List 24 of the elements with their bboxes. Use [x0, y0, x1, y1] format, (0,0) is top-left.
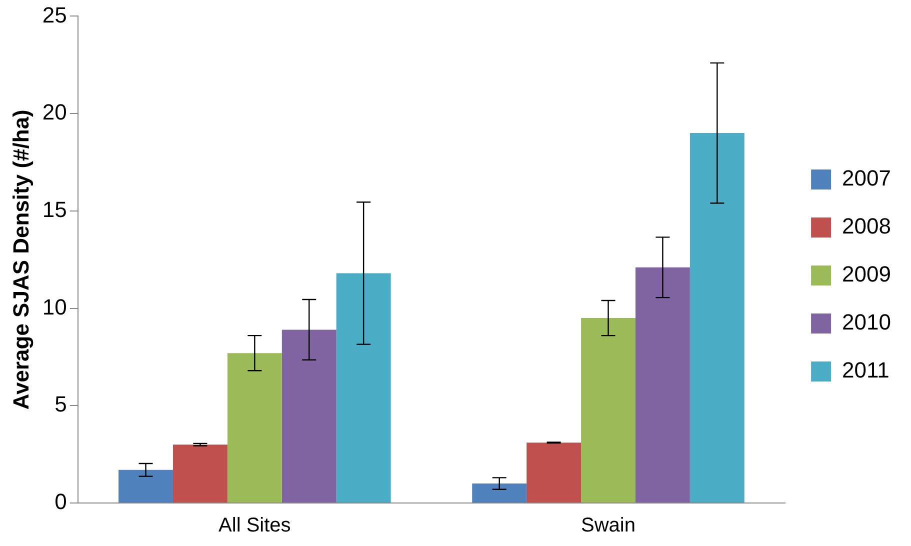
- bar: [118, 470, 173, 502]
- legend-label: 2009: [842, 262, 892, 287]
- y-tick-label: 5: [54, 392, 67, 417]
- y-tick-label: 25: [42, 2, 67, 28]
- legend-label: 2010: [842, 310, 892, 335]
- bar: [472, 484, 527, 502]
- legend-label: 2007: [842, 166, 892, 191]
- bar: [526, 442, 582, 502]
- x-tick-label: Swain: [581, 514, 636, 537]
- bar: [635, 267, 690, 502]
- bar: [690, 133, 744, 502]
- y-tick-label: 10: [42, 294, 67, 320]
- y-axis-title: Average SJAS Density (#/ha): [8, 110, 34, 410]
- y-tick-label: 0: [54, 489, 67, 514]
- x-tick-label: All Sites: [218, 514, 291, 537]
- bar: [172, 444, 228, 502]
- bar: [581, 318, 636, 502]
- y-tick-label: 15: [42, 196, 67, 222]
- bar: [336, 273, 391, 502]
- legend-label: 2008: [842, 214, 892, 239]
- bar: [282, 330, 336, 502]
- y-tick-label: 20: [42, 100, 67, 125]
- legend-label: 2011: [842, 358, 890, 383]
- bar: [227, 353, 282, 502]
